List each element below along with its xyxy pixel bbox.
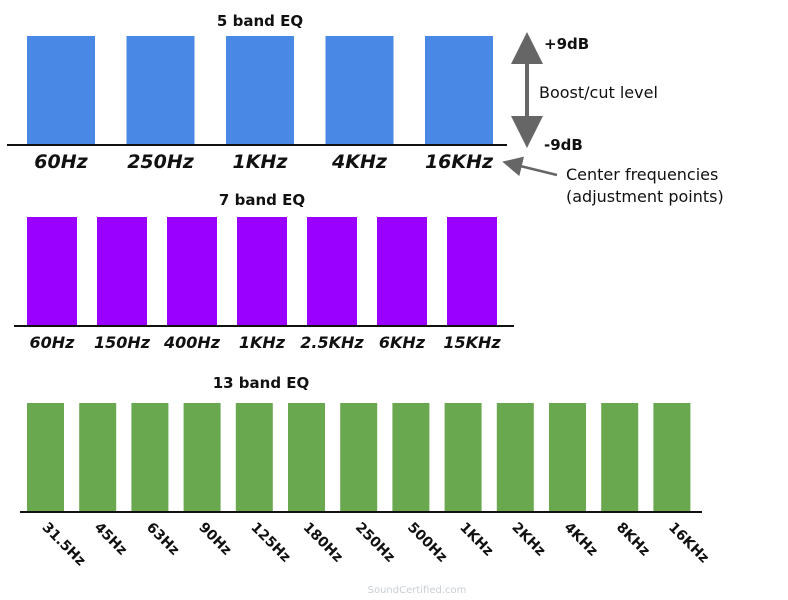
eq13-band-label-9: 1KHz [456,520,496,560]
eq13-band-label-11: 4KHz [561,520,601,560]
eq13-band-bar-10 [496,403,534,511]
eq13-band-bar-3 [131,403,169,511]
eq13-band-label-3: 63Hz [143,520,182,559]
eq13-band-label-13: 16KHz [665,520,712,567]
eq13-band-label-12: 8KHz [613,520,653,560]
eq5-band-label-1: 60Hz [34,151,88,173]
eq13-band-bar-9 [444,403,482,511]
eq7-band-bar-2 [97,217,147,325]
eq7-band-bar-6 [377,217,427,325]
watermark: SoundCertified.com [368,585,467,596]
eq7-band-label-1: 60Hz [30,333,76,352]
eq7-band-label-6: 6KHz [379,333,426,352]
eq13-band-label-4: 90Hz [195,520,234,559]
eq13-band-bar-13 [653,403,691,511]
center-frequencies-line1: Center frequencies [566,165,718,184]
eq13-band-bar-11 [549,403,586,511]
center-frequencies-arrow [502,156,558,177]
eq13-band-bar-5 [235,403,273,511]
eq13-band-label-5: 125Hz [247,520,293,566]
eq5-band-bar-2 [126,36,195,144]
eq7-band-bar-3 [167,217,217,325]
eq7-title: 7 band EQ [219,191,305,209]
eq13-band-label-10: 2KHz [508,520,548,560]
eq5-group: 5 band EQ 60Hz 250Hz 1KHz 4KHz 16KHz [7,12,507,173]
eq7-band-bar-1 [27,217,77,325]
eq7-group: 7 band EQ 60Hz 150Hz 400Hz 1KHz 2.5KHz 6KHz 15… [14,191,514,352]
boost-cut-annotation: +9dB Boost/cut level -9dB [511,32,658,154]
eq13-band-bar-7 [340,403,378,511]
eq13-band-label-2: 45Hz [91,520,130,559]
eq5-band-label-5: 16KHz [425,151,494,173]
eq13-band-bar-6 [288,403,325,511]
eq13-title: 13 band EQ [213,374,310,392]
eq5-band-label-3: 1KHz [233,151,289,173]
eq7-band-label-2: 150Hz [94,333,151,352]
boost-max-label: +9dB [544,35,589,53]
eq5-band-bar-4 [325,36,394,144]
eq13-band-label-1: 31.5Hz [39,520,89,570]
cut-min-label: -9dB [544,136,583,154]
eq13-band-label-6: 180Hz [300,520,346,566]
eq5-title: 5 band EQ [217,12,303,30]
eq5-band-bar-5 [425,36,493,144]
eq5-band-bar-3 [226,36,294,144]
eq7-band-label-4: 1KHz [239,333,286,352]
eq13-band-bar-2 [79,403,117,511]
eq7-band-label-3: 400Hz [163,333,221,352]
eq13-band-bar-8 [392,403,430,511]
eq7-band-label-7: 15KHz [443,333,501,352]
eq13-band-bar-4 [183,403,221,511]
eq7-band-label-5: 2.5KHz [300,333,364,352]
eq5-band-label-4: 4KHz [331,151,388,173]
eq7-band-bar-5 [307,217,357,325]
eq7-band-bar-4 [237,217,287,325]
eq13-band-label-7: 250Hz [352,520,398,566]
eq7-band-bar-7 [447,217,497,325]
eq5-band-label-2: 250Hz [127,151,195,173]
eq13-band-label-8: 500Hz [404,520,450,566]
center-frequencies-line2: (adjustment points) [566,187,724,206]
center-frequencies-annotation: Center frequencies (adjustment points) [502,156,724,206]
eq13-band-bar-1 [27,403,64,511]
eq13-group: 13 band EQ 31.5Hz 45Hz 63Hz 90Hz 125Hz 180Hz 2… [20,374,712,569]
eq13-band-bar-12 [601,403,639,511]
eq5-band-bar-1 [27,36,95,144]
boost-cut-label: Boost/cut level [539,83,658,102]
